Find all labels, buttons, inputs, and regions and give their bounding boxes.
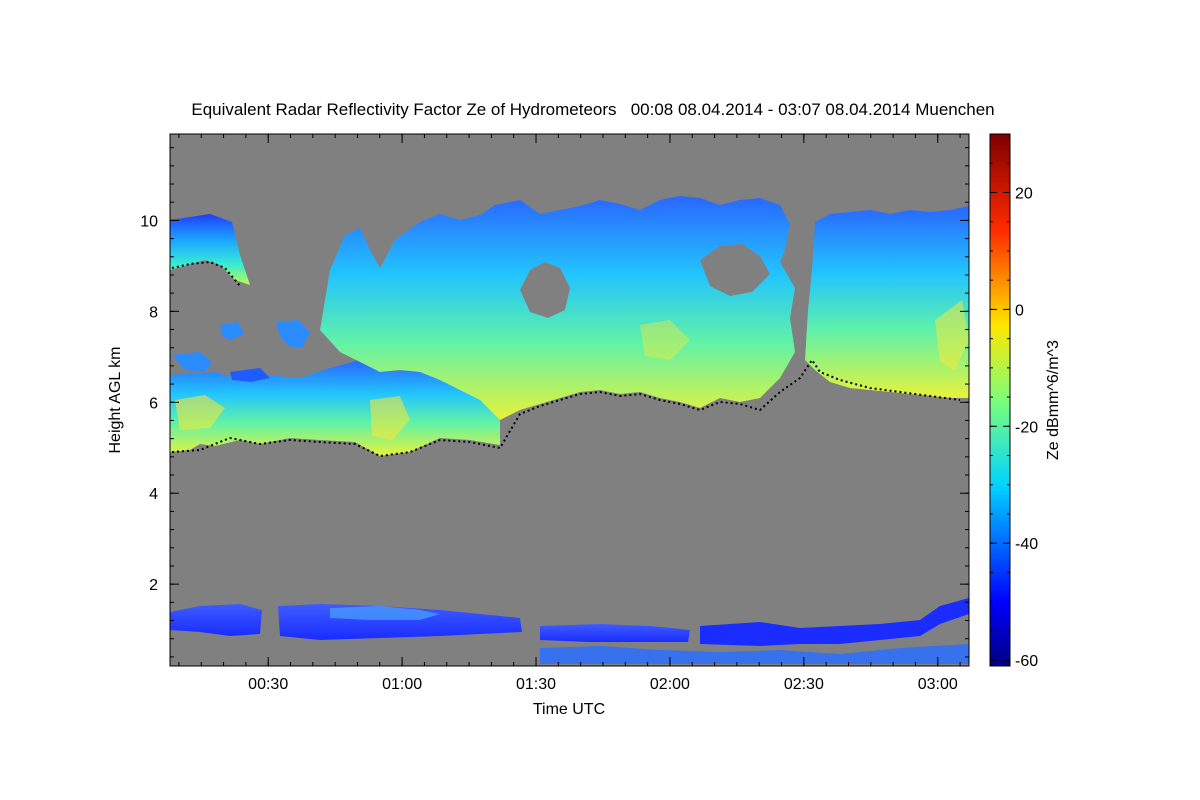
- chart-title: Equivalent Radar Reflectivity Factor Ze …: [191, 100, 994, 119]
- cloud-patch-small-4: [230, 368, 270, 382]
- cloud-patch-small-3: [172, 352, 212, 372]
- low-echo-band-4: [700, 598, 969, 646]
- colorbar-label: Ze dBmm^6/m^3: [1045, 340, 1062, 460]
- colorbar: [989, 133, 1011, 667]
- cloud-patch-small-2: [276, 320, 310, 348]
- core-high-refl-2: [370, 396, 410, 440]
- cloud-right-system: [805, 206, 969, 398]
- colorbar-ticks: -60 -40 -20 0 20: [990, 133, 1038, 670]
- y-tick-label: 4: [149, 486, 158, 503]
- x-axis: 00:30 01:00 01:30 02:00 02:30 03:00: [248, 134, 958, 693]
- y-tick-label: 8: [149, 304, 158, 321]
- x-tick-label: 01:00: [382, 676, 422, 693]
- cloud-base-line: [171, 358, 961, 458]
- low-echo-band-1: [170, 604, 262, 636]
- core-high-refl-4: [640, 320, 690, 360]
- reflectivity-field: [170, 196, 969, 664]
- low-echo-band-highlight: [330, 606, 440, 620]
- y-axis: 2 4 6 8 10: [140, 213, 969, 594]
- colorbar-tick-label: 20: [1015, 185, 1033, 202]
- cloud-lower-left: [170, 360, 500, 456]
- colorbar-tick-label: 0: [1015, 302, 1024, 319]
- clear-gap-mid: [700, 244, 770, 296]
- x-tick-label: 00:30: [248, 676, 288, 693]
- plot-frame: [169, 133, 970, 667]
- x-tick-label: 02:30: [784, 676, 824, 693]
- core-high-refl-1: [175, 395, 225, 430]
- x-tick-label: 02:00: [650, 676, 690, 693]
- core-high-refl-3: [935, 300, 969, 370]
- colorbar-tick-label: -20: [1015, 419, 1038, 436]
- cloud-patch-small-1: [220, 322, 244, 340]
- clear-gap-upper: [520, 262, 570, 318]
- x-tick-label: 01:30: [516, 676, 556, 693]
- x-tick-label: 03:00: [918, 676, 958, 693]
- y-tick-label: 6: [149, 395, 158, 412]
- cloud-upper-region: [170, 214, 250, 285]
- low-echo-ground-clutter: [540, 644, 969, 664]
- low-echo-band-3: [540, 624, 690, 642]
- y-axis-label: Height AGL km: [107, 346, 124, 453]
- colorbar-tick-label: -60: [1015, 653, 1038, 670]
- y-tick-label: 2: [149, 577, 158, 594]
- x-axis-label: Time UTC: [533, 701, 605, 718]
- y-tick-label: 10: [140, 213, 158, 230]
- x-minor-ticks: [178, 134, 961, 666]
- colorbar-tick-label: -40: [1015, 536, 1038, 553]
